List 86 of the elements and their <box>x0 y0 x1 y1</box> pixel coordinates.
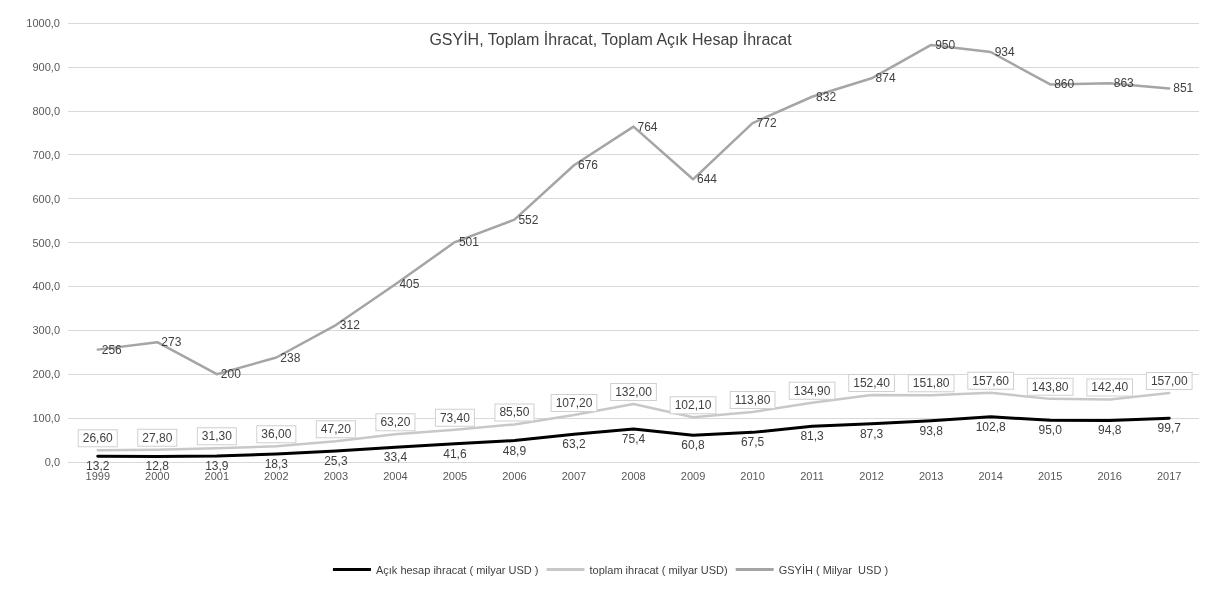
data-label: 63,20 <box>380 415 411 430</box>
data-label: 772 <box>756 116 777 131</box>
data-label: 85,50 <box>499 405 530 420</box>
data-label: 143,80 <box>1031 379 1069 394</box>
y-tick-label: 700,0 <box>32 148 60 161</box>
data-label: 157,00 <box>1150 374 1188 389</box>
data-label: 934 <box>994 44 1016 59</box>
y-tick-label: 300,0 <box>32 324 60 337</box>
x-tick-label: 2016 <box>1097 469 1122 482</box>
y-tick-label: 800,0 <box>32 104 60 117</box>
data-label: 41,6 <box>443 446 467 461</box>
data-label: 60,8 <box>681 438 706 453</box>
data-label: 256 <box>101 342 123 357</box>
data-label: 31,30 <box>201 429 233 444</box>
y-tick-label: 1000,0 <box>26 17 60 29</box>
data-label: 157,60 <box>972 373 1010 388</box>
x-tick-label: 2009 <box>680 469 706 482</box>
data-label: 73,40 <box>439 410 471 425</box>
data-label: 312 <box>339 318 361 333</box>
x-tick-label: 2014 <box>978 469 1003 482</box>
x-tick-label: 2008 <box>621 469 646 482</box>
data-label: 87,3 <box>859 426 884 441</box>
data-label: 75,4 <box>621 431 646 446</box>
data-label: 552 <box>518 212 539 227</box>
data-label: 107,20 <box>555 395 593 410</box>
y-tick-label: 0,0 <box>44 456 60 468</box>
data-label: 99,7 <box>1157 421 1182 436</box>
data-label: 860 <box>1054 77 1075 92</box>
x-tick-label: 2006 <box>502 469 527 482</box>
y-tick-label: 400,0 <box>32 280 60 293</box>
data-label: 851 <box>1173 81 1194 96</box>
x-tick-label: 2004 <box>383 469 408 482</box>
data-label: 48,9 <box>502 443 527 458</box>
chart-title: GSYİH, Toplam İhracat, Toplam Açık Hesap İhracat <box>429 29 793 48</box>
data-label: 102,10 <box>674 398 712 413</box>
x-tick-label: 2005 <box>442 469 468 482</box>
data-label: 47,20 <box>320 422 352 437</box>
data-label: 676 <box>577 158 599 173</box>
x-tick-label: 2002 <box>264 469 289 482</box>
data-label: 26,60 <box>82 431 114 446</box>
x-tick-label: 2007 <box>561 469 587 482</box>
x-tick-label: 2003 <box>323 469 349 482</box>
data-label: 134,90 <box>793 383 831 398</box>
data-label: 63,2 <box>562 437 586 452</box>
data-label: 874 <box>875 71 896 86</box>
x-tick-label: 2013 <box>918 469 944 482</box>
x-tick-label: 2015 <box>1037 469 1063 482</box>
data-label: 644 <box>697 172 718 187</box>
data-label: 25,3 <box>324 453 348 468</box>
data-label: 81,3 <box>800 429 825 444</box>
y-tick-label: 500,0 <box>32 236 60 249</box>
data-label: 142,40 <box>1091 380 1129 395</box>
x-tick-label: 2010 <box>740 469 765 482</box>
data-label: 113,80 <box>734 393 771 408</box>
x-tick-label: 2017 <box>1156 469 1182 482</box>
data-label: 151,80 <box>912 376 950 391</box>
data-label: 501 <box>458 235 480 250</box>
x-tick-label: 2012 <box>859 469 884 482</box>
data-label: 132,00 <box>615 385 653 400</box>
data-label: 93,8 <box>919 423 944 438</box>
data-label: 36,00 <box>261 427 292 442</box>
y-tick-label: 100,0 <box>32 412 60 425</box>
x-tick-label: 2011 <box>800 469 824 482</box>
data-label: 94,8 <box>1098 423 1122 438</box>
data-label: 950 <box>935 37 956 52</box>
data-label: 863 <box>1113 76 1135 91</box>
data-label: 238 <box>280 350 301 365</box>
data-label: 102,8 <box>975 419 1006 434</box>
legend-label: Açık hesap ihracat ( milyar USD ) <box>375 563 539 576</box>
data-label: 95,0 <box>1038 423 1063 438</box>
y-tick-label: 900,0 <box>32 60 60 73</box>
data-label: 13,9 <box>205 458 229 473</box>
data-label: 152,40 <box>853 376 891 391</box>
legend-label: toplam ihracat ( milyar USD) <box>589 563 728 576</box>
data-label: 832 <box>816 89 837 104</box>
data-label: 67,5 <box>740 435 765 450</box>
data-label: 27,80 <box>142 430 173 445</box>
data-label: 405 <box>399 277 420 292</box>
y-tick-label: 200,0 <box>32 368 60 381</box>
data-label: 33,4 <box>383 450 408 465</box>
data-label: 273 <box>161 335 182 350</box>
data-label: 200 <box>220 367 242 382</box>
data-label: 18,3 <box>264 456 289 471</box>
legend-label: GSYİH ( Milyar USD ) <box>778 563 889 576</box>
y-tick-label: 600,0 <box>32 192 60 205</box>
data-label: 764 <box>637 119 658 134</box>
